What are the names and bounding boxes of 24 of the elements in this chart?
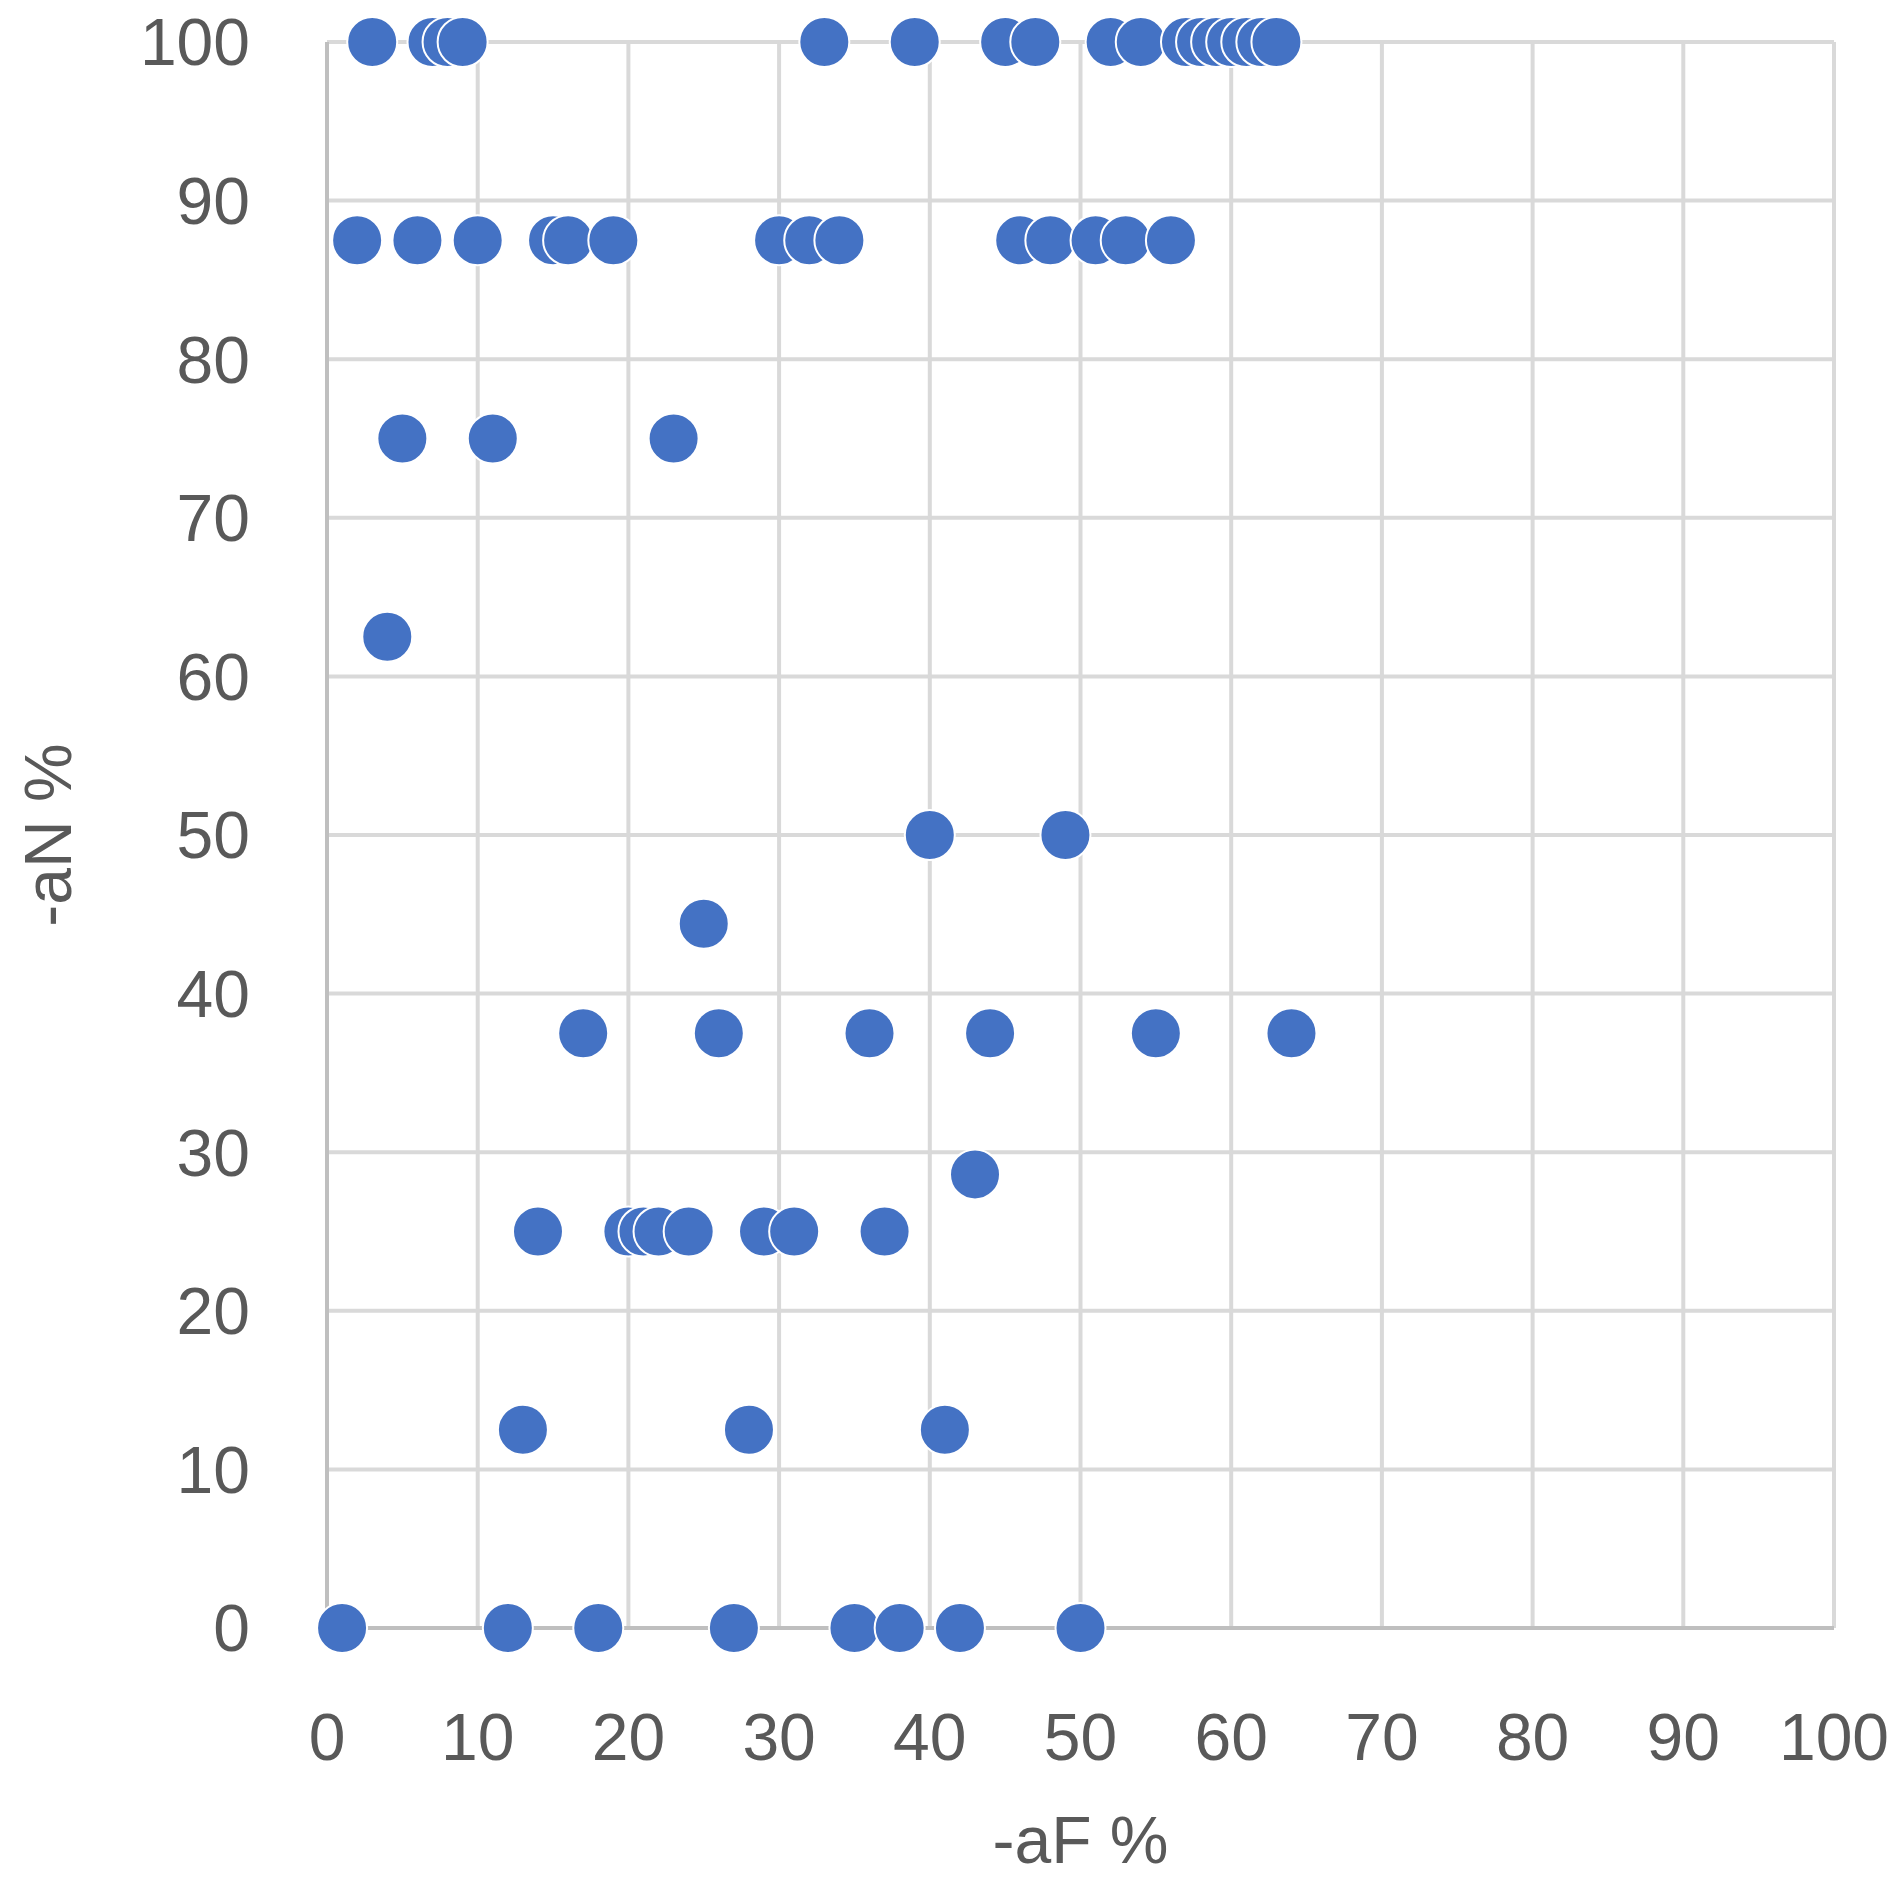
y-tick-label: 10	[176, 1432, 250, 1507]
y-tick-label: 40	[176, 957, 250, 1032]
x-tick-label: 80	[1495, 1699, 1570, 1774]
y-tick-label: 20	[176, 1274, 250, 1349]
x-tick-label: 30	[742, 1699, 816, 1774]
x-tick-label: 90	[1646, 1699, 1721, 1774]
y-tick-label: 70	[176, 481, 250, 556]
x-tick-label: 50	[1043, 1699, 1118, 1774]
x-tick-label: 20	[591, 1699, 666, 1774]
y-tick-label: 60	[176, 639, 250, 714]
y-tick-label: 50	[176, 798, 250, 873]
y-tick-label: 100	[139, 5, 250, 80]
x-tick-label: 100	[1778, 1699, 1890, 1774]
x-axis-title: -aF %	[992, 1802, 1169, 1877]
y-tick-label: 30	[176, 1115, 250, 1190]
y-tick-label: 80	[176, 322, 250, 397]
x-tick-label: 0	[308, 1699, 346, 1774]
x-tick-label: 70	[1345, 1699, 1419, 1774]
x-tick-label: 60	[1194, 1699, 1268, 1774]
x-tick-label: 10	[440, 1699, 515, 1774]
y-axis-title: -aN %	[10, 743, 85, 927]
x-tick-label: 40	[893, 1699, 967, 1774]
y-tick-label: 0	[213, 1591, 250, 1666]
y-tick-label: 90	[176, 164, 250, 239]
